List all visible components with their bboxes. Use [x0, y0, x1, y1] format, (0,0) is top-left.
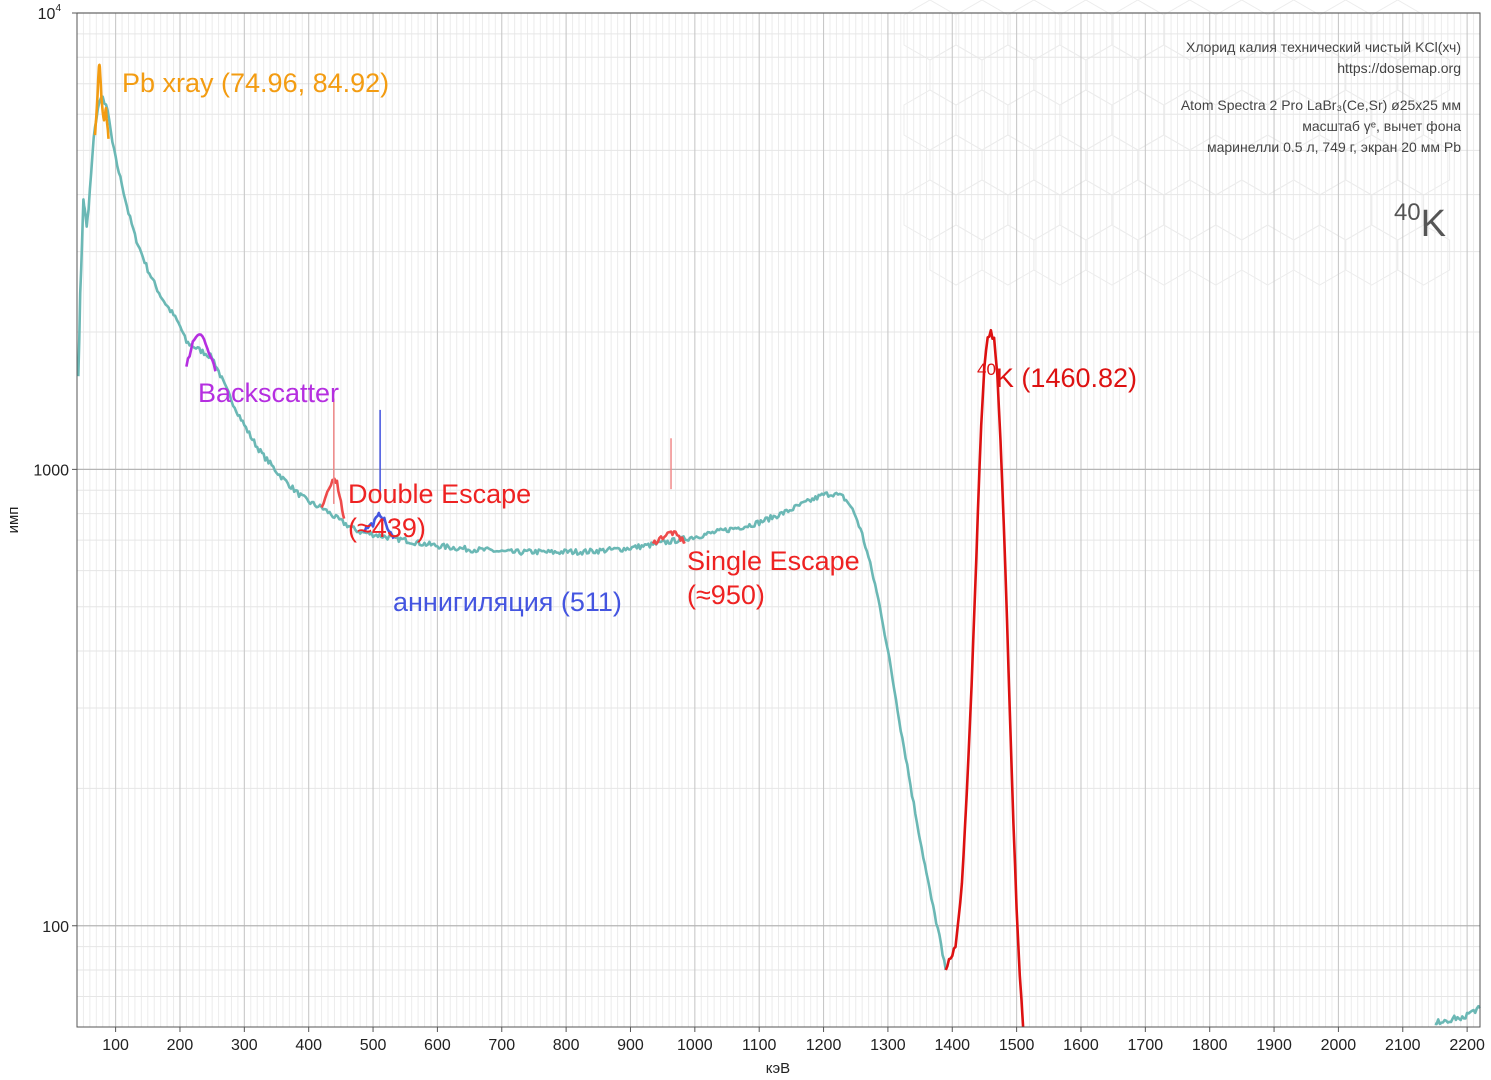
- plot-frame: [76, 12, 1481, 1028]
- x-tick-label: 400: [295, 1037, 322, 1054]
- annotation-k40: 40K (1460.82): [977, 360, 1137, 393]
- series-line: [1434, 1004, 1481, 1026]
- x-tick-label: 200: [167, 1037, 194, 1054]
- series-layer: [77, 63, 1481, 1028]
- annotation-k40-text: K (1460.82): [996, 363, 1137, 393]
- series-line: [77, 95, 948, 971]
- x-tick-label: 300: [231, 1037, 258, 1054]
- grid-major: [77, 12, 1480, 1027]
- y-tick-label: 104: [38, 3, 62, 23]
- info-block: Хлорид калия технический чистый KCl(хч) …: [1181, 39, 1461, 155]
- x-tick-label: 1100: [742, 1037, 777, 1054]
- series-line: [93, 63, 110, 139]
- x-tick-label: 1700: [1128, 1037, 1164, 1054]
- x-tick-label: 1400: [934, 1037, 970, 1054]
- info-line: маринелли 0.5 л, 749 г, экран 20 мм Pb: [1207, 139, 1461, 155]
- hexagon-shape: [1397, 224, 1451, 286]
- series-line: [362, 511, 395, 540]
- annotation-double-escape-energy: (≈439): [348, 513, 426, 543]
- x-axis-title: кэВ: [766, 1060, 790, 1077]
- x-tick-label: 700: [488, 1037, 515, 1054]
- series-line: [651, 530, 686, 546]
- x-tick-label: 1000: [677, 1037, 713, 1054]
- y-tick-label: 100: [42, 919, 69, 936]
- x-tick-label: 100: [102, 1037, 129, 1054]
- info-line: https://dosemap.org: [1337, 60, 1461, 76]
- x-tick-label: 500: [360, 1037, 387, 1054]
- x-tick-label: 1200: [806, 1037, 842, 1054]
- x-tick-label: 900: [617, 1037, 644, 1054]
- x-tick-label: 600: [424, 1037, 451, 1054]
- x-tick-label: 2100: [1385, 1037, 1421, 1054]
- x-tick-label: 1900: [1256, 1037, 1292, 1054]
- x-tick-label: 1500: [999, 1037, 1035, 1054]
- nuclide-label: 40K: [1394, 199, 1446, 245]
- y-tick-label: 1000: [33, 462, 69, 479]
- x-tick-label: 2000: [1321, 1037, 1357, 1054]
- annotation-single-escape-energy: (≈950): [687, 580, 765, 610]
- annotation-annihilation: аннигиляция (511): [393, 587, 622, 617]
- x-tick-label: 1300: [870, 1037, 906, 1054]
- annotation-k40-mass-number: 40: [977, 360, 996, 379]
- nuclide-symbol: K: [1421, 203, 1446, 245]
- annotations: Pb xray (74.96, 84.92) Backscatter Doubl…: [122, 68, 1137, 617]
- annotation-backscatter: Backscatter: [198, 378, 339, 408]
- series-line: [944, 328, 1025, 1028]
- nuclide-mass-number: 40: [1394, 199, 1421, 226]
- x-tick-label: 2200: [1449, 1037, 1485, 1054]
- y-axis-title: имп: [5, 507, 22, 534]
- x-tick-label: 800: [553, 1037, 580, 1054]
- y-axis-ticks: 100 1000 104: [33, 3, 77, 936]
- annotation-lines: [333, 398, 672, 504]
- hexagon-watermark: [903, 0, 1451, 286]
- info-line: Хлорид калия технический чистый KCl(хч): [1186, 39, 1461, 55]
- x-axis-ticks: 100 200 300 400 500 600 700 800 900 1000 1100 1200 1…: [102, 1027, 1485, 1054]
- info-line: масштаб γᵉ, вычет фона: [1302, 118, 1461, 134]
- x-tick-label: 1600: [1063, 1037, 1099, 1054]
- x-tick-label: 1800: [1192, 1037, 1228, 1054]
- annotation-double-escape: Double Escape: [348, 479, 531, 509]
- grid-minor: [77, 13, 1481, 1028]
- info-line: Atom Spectra 2 Pro LaBr₃(Ce,Sr) ø25x25 м…: [1181, 97, 1461, 113]
- annotation-pb-xray: Pb xray (74.96, 84.92): [122, 68, 389, 98]
- annotation-single-escape: Single Escape: [687, 546, 860, 576]
- series-line: [185, 333, 217, 372]
